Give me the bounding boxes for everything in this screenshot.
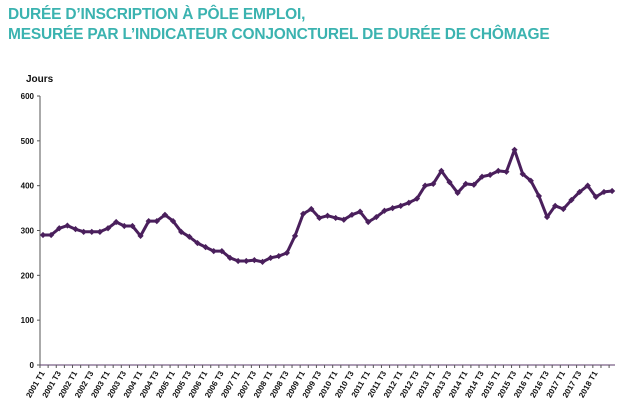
data-point-marker: [421, 182, 429, 189]
data-series: [39, 146, 616, 265]
data-point-marker: [121, 222, 128, 230]
data-point-marker: [48, 231, 55, 239]
y-tick-label: 0: [30, 361, 35, 370]
data-point-marker: [340, 216, 347, 223]
data-point-marker: [64, 222, 71, 229]
data-point-marker: [405, 199, 412, 206]
data-point-marker: [365, 218, 372, 226]
y-tick-label: 500: [21, 137, 35, 146]
data-point-marker: [291, 232, 299, 239]
y-tick-label: 300: [21, 227, 35, 236]
data-point-marker: [72, 226, 79, 233]
chart-title: DURÉE D’INSCRIPTION À PÔLE EMPLOI, MESUR…: [8, 5, 550, 45]
data-point-marker: [243, 257, 250, 265]
data-point-marker: [324, 212, 331, 219]
data-point-marker: [226, 254, 234, 261]
data-point-marker: [218, 248, 225, 255]
data-point-marker: [608, 187, 616, 195]
y-tick-label: 400: [21, 182, 35, 191]
data-point-marker: [104, 225, 112, 232]
data-point-marker: [251, 256, 258, 264]
data-point-marker: [39, 231, 47, 239]
data-point-marker: [283, 249, 291, 257]
y-axis-title: Jours: [26, 74, 54, 85]
data-point-marker: [96, 228, 104, 235]
series-line: [43, 148, 613, 264]
data-point-marker: [161, 211, 169, 218]
data-point-marker: [495, 167, 502, 174]
data-point-marker: [259, 258, 266, 265]
data-point-marker: [129, 222, 136, 230]
data-point-marker: [88, 228, 95, 235]
data-point-marker: [275, 252, 282, 260]
data-point-marker: [56, 225, 63, 232]
data-point-marker: [438, 167, 445, 174]
y-tick-label: 200: [21, 271, 35, 280]
y-tick-label: 600: [21, 92, 35, 101]
data-point-marker: [80, 228, 87, 235]
y-axis: 0 100 200 300 400 500 600: [21, 92, 41, 370]
data-point-marker: [153, 217, 160, 225]
chart-title-line-1: DURÉE D’INSCRIPTION À PÔLE EMPLOI,: [8, 6, 306, 23]
data-point-marker: [210, 248, 217, 255]
data-point-marker: [194, 239, 201, 247]
chart-title-line-2: MESURÉE PAR L’INDICATEUR CONJONCTUREL DE…: [8, 26, 550, 43]
y-tick-label: 100: [21, 316, 35, 325]
